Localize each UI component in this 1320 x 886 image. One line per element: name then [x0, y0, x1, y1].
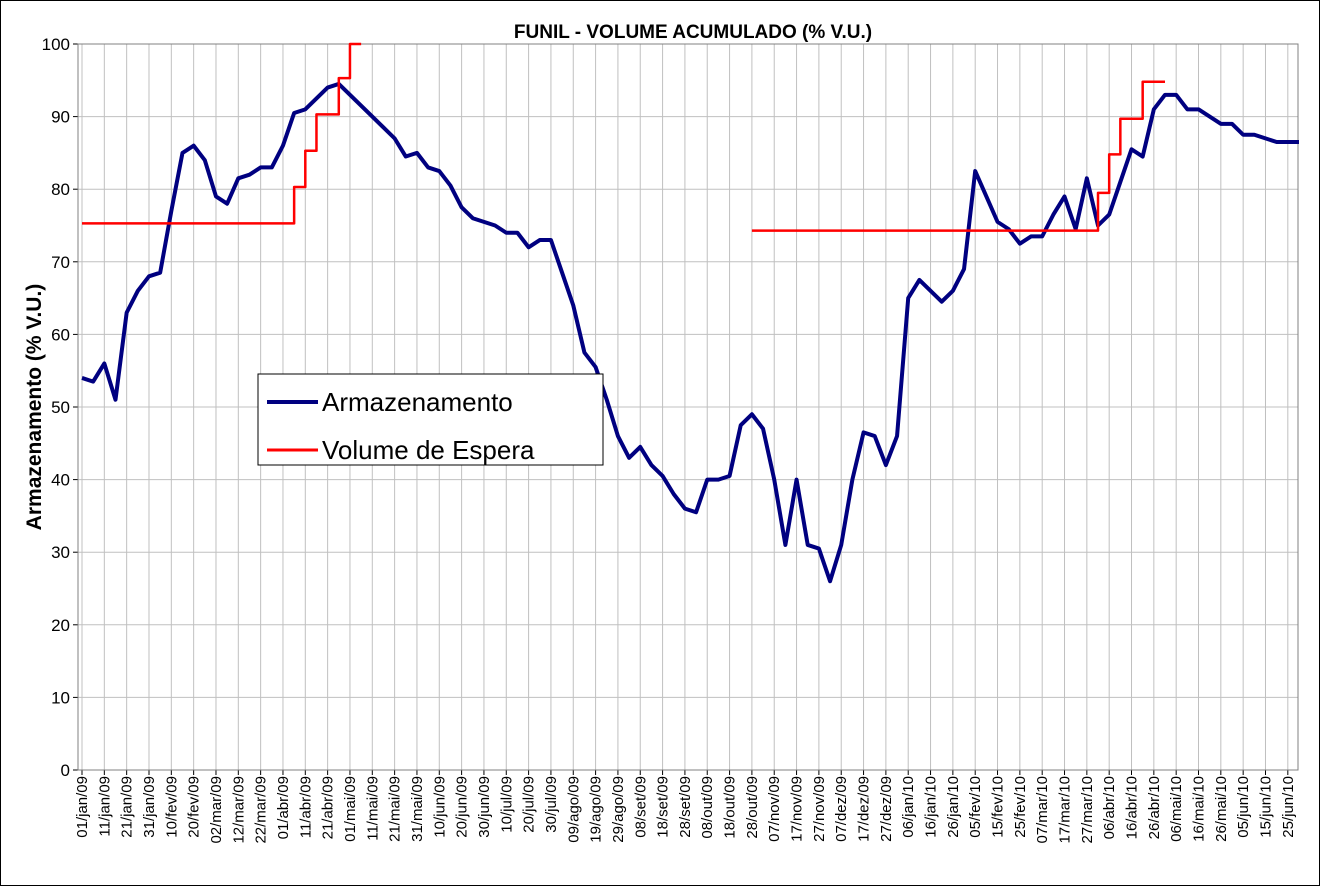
y-tick-label: 90	[51, 108, 70, 127]
x-tick-label: 07/mar/10	[1034, 776, 1051, 844]
x-tick-label: 26/abr/10	[1146, 776, 1163, 839]
x-tick-label: 11/mai/09	[364, 776, 381, 841]
x-tick-label: 07/nov/09	[766, 776, 783, 842]
x-tick-label: 21/jan/09	[119, 776, 136, 838]
x-tick-label: 01/jan/09	[74, 776, 91, 838]
x-tick-label: 15/fev/10	[990, 776, 1007, 838]
x-tick-label: 10/jun/09	[431, 776, 448, 838]
x-tick-label: 19/ago/09	[588, 776, 605, 843]
x-tick-label: 21/abr/09	[320, 776, 337, 839]
y-axis-label: Armazenamento (% V.U.)	[23, 284, 46, 531]
chart-title: FUNIL - VOLUME ACUMULADO (% V.U.)	[514, 22, 872, 43]
x-tick-label: 18/out/09	[722, 776, 739, 839]
x-tick-label: 01/mai/09	[342, 776, 359, 842]
x-tick-label: 09/ago/09	[565, 776, 582, 843]
x-tick-label: 06/abr/10	[1101, 776, 1118, 839]
x-tick-label: 18/set/09	[655, 776, 672, 838]
x-tick-label: 10/fev/09	[163, 776, 180, 838]
x-tick-label: 17/nov/09	[789, 776, 806, 842]
legend: Armazenamento Volume de Espera	[257, 373, 604, 466]
x-tick-label: 16/abr/10	[1124, 776, 1141, 839]
x-tick-label: 08/out/09	[699, 776, 716, 839]
x-tick-label: 30/jul/09	[543, 776, 560, 833]
x-tick-label: 12/mar/09	[230, 776, 247, 844]
x-tick-label: 31/jan/09	[141, 776, 158, 838]
x-tick-label: 28/out/09	[744, 776, 761, 839]
x-tick-label: 27/mar/10	[1079, 776, 1096, 844]
x-tick-label: 07/dez/09	[833, 776, 850, 842]
x-tick-label: 06/mai/10	[1168, 776, 1185, 842]
x-tick-label: 25/fev/10	[1012, 776, 1029, 838]
y-tick-label: 10	[51, 688, 70, 707]
x-tick-label: 28/set/09	[677, 776, 694, 838]
x-tick-label: 17/dez/09	[856, 776, 873, 842]
x-tick-label: 06/jan/10	[900, 776, 917, 838]
x-tick-label: 11/abr/09	[297, 776, 314, 838]
y-tick-label: 40	[51, 471, 70, 490]
y-tick-label: 60	[51, 325, 70, 344]
data-line	[82, 42, 1166, 232]
x-tick-label: 31/mai/09	[409, 776, 426, 842]
x-tick-label: 02/mar/09	[208, 776, 225, 844]
y-tick-label: 0	[61, 761, 70, 780]
y-tick-label: 70	[51, 253, 70, 272]
x-tick-label: 22/mar/09	[253, 776, 270, 844]
x-tick-label: 27/dez/09	[878, 776, 895, 842]
y-tick-label: 30	[51, 543, 70, 562]
x-tick-label: 27/nov/09	[811, 776, 828, 842]
x-tick-label: 16/mai/10	[1191, 776, 1208, 842]
y-tick-label: 50	[51, 398, 70, 417]
x-tick-label: 25/jun/10	[1280, 776, 1297, 838]
x-tick-label: 20/jul/09	[521, 776, 538, 833]
x-tick-label: 26/mai/10	[1213, 776, 1230, 842]
x-tick-label: 30/jun/09	[476, 776, 493, 838]
legend-label: Armazenamento	[322, 387, 513, 417]
x-tick-label: 01/abr/09	[275, 776, 292, 839]
x-tick-label: 11/jan/09	[96, 776, 113, 837]
x-tick-label: 10/jul/09	[498, 776, 515, 833]
y-tick-label: 20	[51, 616, 70, 635]
x-tick-label: 08/set/09	[632, 776, 649, 838]
x-tick-label: 15/jun/10	[1257, 776, 1274, 838]
y-tick-label: 100	[42, 35, 70, 54]
x-tick-label: 20/fev/09	[186, 776, 203, 838]
x-tick-label: 20/jun/09	[454, 776, 471, 838]
x-tick-label: 26/jan/10	[945, 776, 962, 838]
data-line	[81, 81, 1299, 584]
x-tick-label: 17/mar/10	[1057, 776, 1074, 844]
y-tick-label: 80	[51, 180, 70, 199]
x-tick-label: 16/jan/10	[923, 776, 940, 838]
x-tick-label: 05/jun/10	[1235, 776, 1252, 838]
x-tick-label: 29/ago/09	[610, 776, 627, 843]
x-tick-label: 05/fev/10	[967, 776, 984, 838]
legend-label: Volume de Espera	[322, 435, 535, 465]
plot-border	[77, 43, 1299, 771]
x-tick-label: 21/mai/09	[387, 776, 404, 842]
